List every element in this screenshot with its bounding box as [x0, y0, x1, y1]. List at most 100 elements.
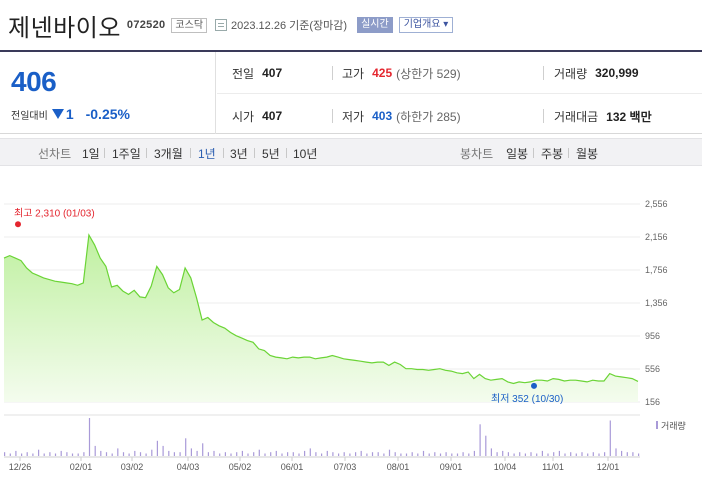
lower-limit: (하한가 285) [396, 109, 461, 124]
volume-bar [309, 448, 311, 456]
candle-weekly[interactable]: 주봉 [541, 147, 564, 161]
stat-volume: 거래량 320,999 [554, 65, 639, 81]
volume-bar [564, 453, 566, 456]
price-line [3, 233, 639, 385]
period-1y[interactable]: 1년 [198, 147, 216, 161]
volume-bar [445, 452, 447, 456]
volume-bar [439, 453, 442, 456]
stat-label: 저가 [342, 109, 365, 124]
volume-bar [626, 452, 628, 456]
volume-bar [519, 452, 521, 456]
stat-open: 시가 407 [232, 108, 282, 124]
volume-bar [609, 420, 611, 456]
volume-bar [264, 453, 266, 456]
period-3y[interactable]: 3년 [230, 147, 248, 161]
volume-bar [88, 418, 91, 456]
y-tick-label: 956 [645, 331, 660, 341]
price-chart[interactable]: 2,556 2,156 1,756 1,356 956 556 156 최고 2,310 (… [0, 176, 702, 496]
volume-bar [553, 452, 555, 456]
period-1d[interactable]: 1일 [82, 147, 100, 161]
volume-bar [213, 450, 215, 456]
chevron-down-icon: ▾ [440, 19, 449, 30]
stat-label: 고가 [342, 66, 365, 81]
volume-bar [338, 453, 340, 456]
volume-bars [4, 418, 640, 456]
volume-bar [100, 450, 102, 456]
volume-bar [462, 452, 464, 456]
separator [543, 66, 544, 80]
x-tick-label: 12/01 [597, 462, 620, 472]
volume-bar [530, 452, 532, 456]
volume-bar [490, 448, 492, 456]
volume-bar [479, 424, 481, 456]
volume-bar [168, 450, 170, 456]
y-tick-label: 156 [645, 397, 660, 407]
period-1w[interactable]: 1주일 [112, 147, 141, 161]
stat-value: 425 [372, 66, 393, 80]
volume-bar [394, 452, 396, 456]
volume-bar [49, 452, 51, 456]
volume-bar [502, 450, 504, 456]
volume-bar [219, 453, 221, 456]
x-tick-label: 12/26 [9, 462, 32, 472]
volume-bar [145, 453, 147, 456]
company-info-dropdown[interactable]: 기업개요 ▾ [398, 17, 454, 33]
x-axis-labels: 12/26 02/01 03/02 04/03 05/02 06/01 07/03 08/01… [9, 457, 620, 472]
volume-bar [513, 453, 515, 456]
volume-bar [281, 453, 283, 456]
stat-value: 403 [372, 109, 393, 123]
volume-bar [575, 453, 577, 456]
volume-bar [275, 450, 277, 456]
stat-prev-close: 전일 407 [232, 65, 282, 81]
volume-bar [241, 450, 243, 456]
separator [190, 148, 191, 158]
volume-bar [405, 453, 408, 456]
volume-bar [422, 450, 425, 456]
realtime-button[interactable]: 실시간 [357, 17, 393, 33]
high-low-markers: 최고 2,310 (01/03) 최저 352 (10/30) [14, 207, 563, 405]
volume-bar [570, 452, 572, 456]
x-tick-label: 11/01 [542, 462, 564, 472]
stock-header: 제넨바이오 072520 코스닥 2023.12.26 기준(장마감) 실시간 … [0, 0, 702, 50]
volume-bar [38, 449, 40, 456]
period-10y[interactable]: 10년 [293, 147, 318, 161]
candle-monthly[interactable]: 월봉 [576, 147, 599, 161]
high-annotation: 최고 2,310 (01/03) [14, 207, 95, 219]
y-tick-label: 2,156 [645, 232, 668, 242]
volume-bar [507, 452, 509, 456]
separator [332, 66, 333, 80]
volume-bar [547, 453, 549, 456]
stat-label: 전일 [232, 66, 255, 81]
stat-label: 시가 [232, 109, 255, 124]
low-annotation: 최저 352 (10/30) [491, 393, 563, 405]
volume-bar [417, 453, 419, 456]
volume-bar [60, 450, 62, 456]
volume-bar [236, 452, 238, 456]
volume-bar [349, 453, 351, 456]
separator [332, 109, 333, 123]
separator [568, 148, 569, 158]
candle-daily[interactable]: 일봉 [506, 147, 529, 161]
stat-label: 거래대금 [554, 109, 599, 124]
separator [286, 148, 287, 158]
volume-bar [77, 453, 79, 456]
volume-bar [615, 448, 617, 456]
period-3m[interactable]: 3개월 [154, 147, 183, 161]
volume-bar [151, 449, 153, 456]
period-5y[interactable]: 5년 [262, 147, 280, 161]
volume-bar [428, 453, 430, 456]
price-summary: 406 전일대비 1 -0.25% 전일 407 고가 425 (상한가 529… [0, 50, 702, 134]
volume-bar [54, 453, 57, 456]
volume-bar [536, 453, 538, 456]
volume-bar [247, 453, 249, 456]
volume-bar [202, 443, 204, 456]
volume-bar [173, 452, 175, 456]
volume-bar [558, 450, 560, 456]
volume-bar [587, 453, 589, 456]
stock-code: 072520 [126, 19, 166, 31]
low-marker [531, 382, 537, 389]
down-triangle-icon [51, 109, 64, 119]
volume-bar [32, 453, 34, 456]
volume-bar [496, 452, 498, 456]
stats-divider [217, 93, 702, 94]
